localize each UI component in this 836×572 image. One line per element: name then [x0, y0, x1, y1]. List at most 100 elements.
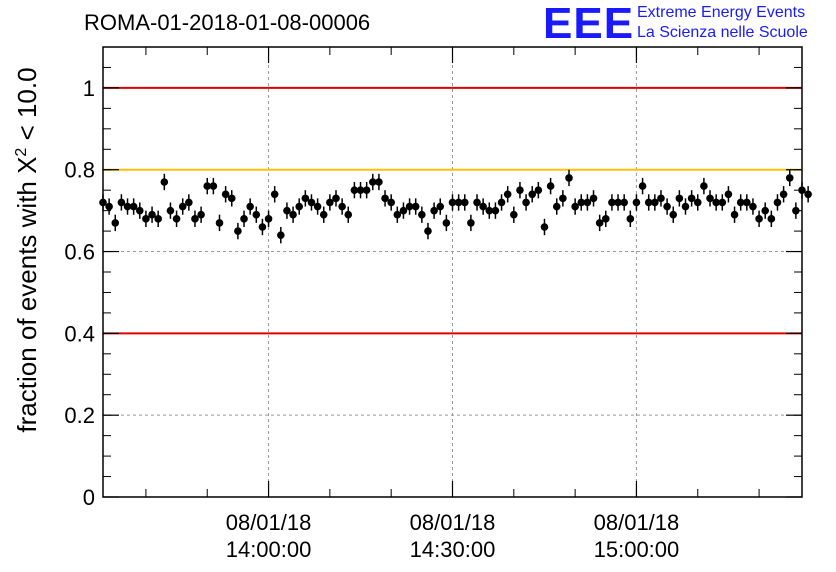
- data-point: [473, 198, 481, 207]
- data-point: [405, 202, 414, 211]
- data-point: [172, 215, 181, 223]
- x-tick-label-date: 08/01/18: [594, 510, 680, 535]
- data-point: [319, 210, 328, 219]
- data-point: [479, 202, 487, 211]
- data-point: [142, 215, 150, 223]
- data-point: [344, 210, 353, 219]
- data-point: [387, 198, 395, 207]
- logo-line-2: La Scienza nelle Scuole: [637, 24, 808, 41]
- data-point: [516, 186, 524, 194]
- grid-layer: [103, 47, 802, 497]
- data-point: [295, 202, 304, 211]
- y-axis-label-tail: < 10.0: [12, 67, 42, 147]
- data-point: [375, 178, 383, 186]
- data-point: [700, 182, 708, 190]
- data-point: [491, 206, 500, 215]
- data-point: [185, 198, 193, 207]
- data-point: [755, 215, 763, 223]
- data-point: [209, 182, 218, 190]
- logo-line-1: Extreme Energy Events: [637, 4, 806, 21]
- data-point: [307, 198, 316, 207]
- data-point: [595, 219, 604, 227]
- y-tick-label: 0: [83, 485, 95, 510]
- data-point: [129, 202, 138, 211]
- data-point: [135, 206, 144, 215]
- data-point: [724, 190, 733, 199]
- chart-title: ROMA-01-2018-01-08-00006: [84, 10, 371, 35]
- data-point: [736, 198, 745, 207]
- data-point: [148, 210, 156, 219]
- data-point: [669, 210, 678, 219]
- data-point: [503, 190, 512, 199]
- data-point: [614, 198, 622, 207]
- y-tick-label: 0.8: [64, 158, 95, 183]
- axes: 00.20.40.60.8108/01/1814:00:0008/01/1814…: [64, 46, 802, 562]
- data-point: [663, 202, 671, 211]
- y-tick-label: 0.4: [64, 321, 95, 346]
- data-point: [191, 215, 199, 223]
- data-point: [467, 219, 475, 227]
- x-tick-label-date: 08/01/18: [226, 510, 312, 535]
- data-point: [227, 194, 236, 203]
- data-point: [246, 202, 254, 211]
- data-point: [368, 178, 377, 186]
- data-point: [651, 198, 659, 207]
- data-point: [338, 202, 346, 211]
- data-point: [644, 198, 653, 207]
- eee-logo-mark: EEE: [543, 0, 635, 48]
- data-point: [712, 198, 720, 207]
- data-point: [166, 206, 175, 215]
- x-tick-label-time: 14:30:00: [410, 537, 496, 562]
- data-point: [362, 186, 371, 194]
- data-point: [111, 219, 120, 227]
- data-point: [252, 210, 261, 219]
- data-point: [356, 186, 365, 194]
- data-point: [326, 198, 334, 207]
- x-tick-label-date: 08/01/18: [410, 510, 496, 535]
- data-point: [589, 194, 598, 203]
- data-point: [277, 231, 285, 239]
- data-point: [601, 215, 610, 223]
- data-point: [313, 202, 322, 211]
- data-point: [657, 194, 665, 203]
- data-point: [681, 202, 690, 211]
- data-point: [626, 215, 635, 223]
- data-point: [393, 210, 402, 219]
- data-point: [381, 194, 389, 203]
- data-point: [540, 223, 549, 231]
- data-point: [160, 178, 169, 186]
- data-point: [105, 202, 113, 211]
- y-axis-label-sup: 2: [13, 148, 30, 157]
- data-point: [197, 210, 205, 219]
- x-tick-label-time: 15:00:00: [594, 537, 680, 562]
- data-point: [283, 206, 291, 215]
- data-point: [559, 194, 567, 203]
- data-point: [301, 194, 310, 203]
- data-point: [289, 210, 297, 219]
- data-point: [154, 215, 162, 223]
- data-point: [178, 202, 187, 211]
- eee-logo: EEE Extreme Energy Events La Scienza nel…: [543, 2, 833, 46]
- data-point: [411, 202, 420, 211]
- data-point: [577, 198, 586, 207]
- data-point: [749, 202, 757, 211]
- data-point: [767, 215, 776, 223]
- data-point: [424, 227, 432, 235]
- data-point: [221, 190, 230, 199]
- data-points: [99, 169, 812, 244]
- data-point: [565, 174, 573, 182]
- data-point: [442, 219, 451, 227]
- data-point: [240, 215, 248, 223]
- data-point: [632, 198, 641, 207]
- data-point: [399, 206, 408, 215]
- reference-lines: [103, 86, 802, 335]
- data-point: [730, 210, 739, 219]
- x-tick-label-time: 14:00:00: [226, 537, 312, 562]
- data-point: [270, 190, 279, 199]
- data-point: [718, 198, 727, 207]
- data-point: [203, 182, 212, 190]
- data-point: [779, 190, 788, 199]
- data-point: [485, 206, 494, 215]
- data-point: [693, 198, 702, 207]
- data-point: [454, 198, 463, 207]
